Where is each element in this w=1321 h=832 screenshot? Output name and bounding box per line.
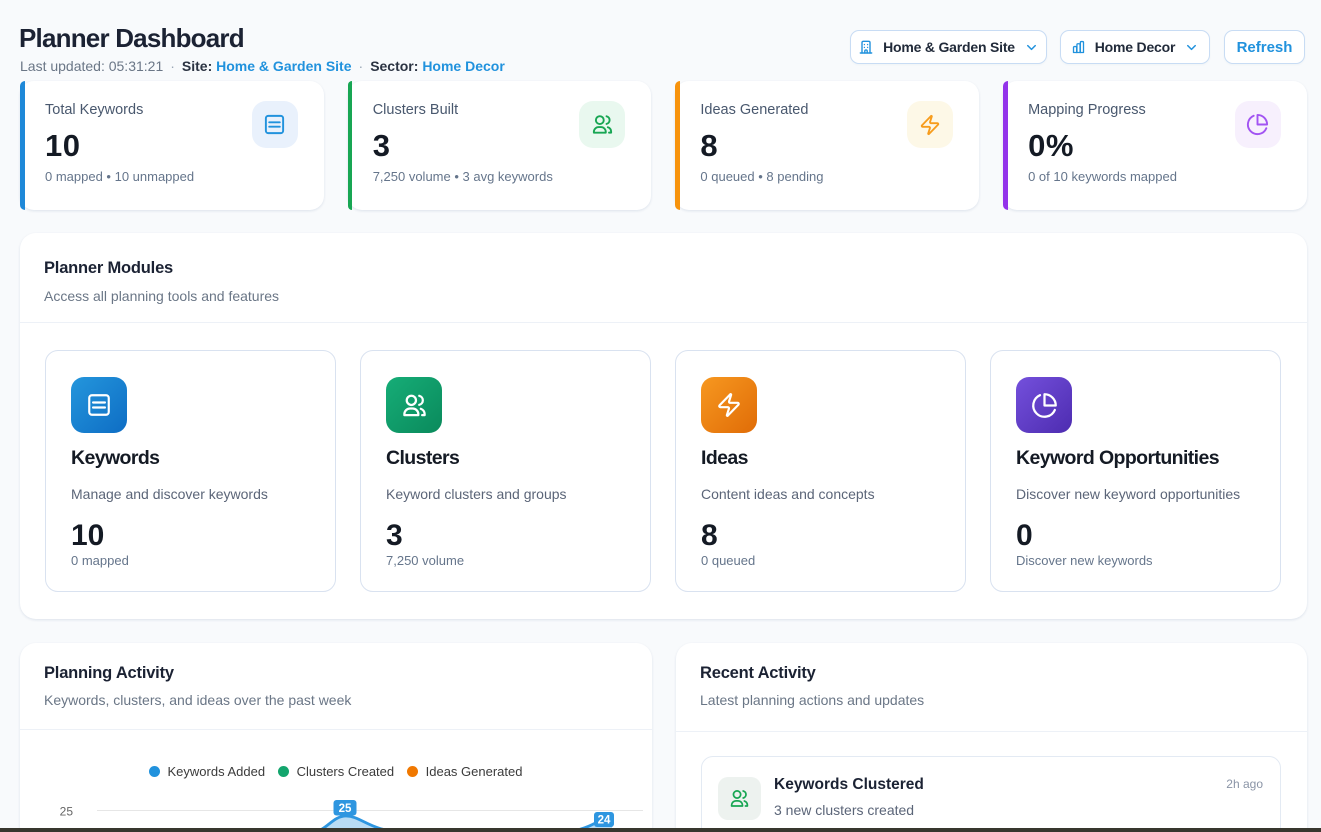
svg-text:25: 25 <box>60 805 74 819</box>
svg-text:24: 24 <box>598 815 611 827</box>
svg-text:25: 25 <box>339 803 352 815</box>
